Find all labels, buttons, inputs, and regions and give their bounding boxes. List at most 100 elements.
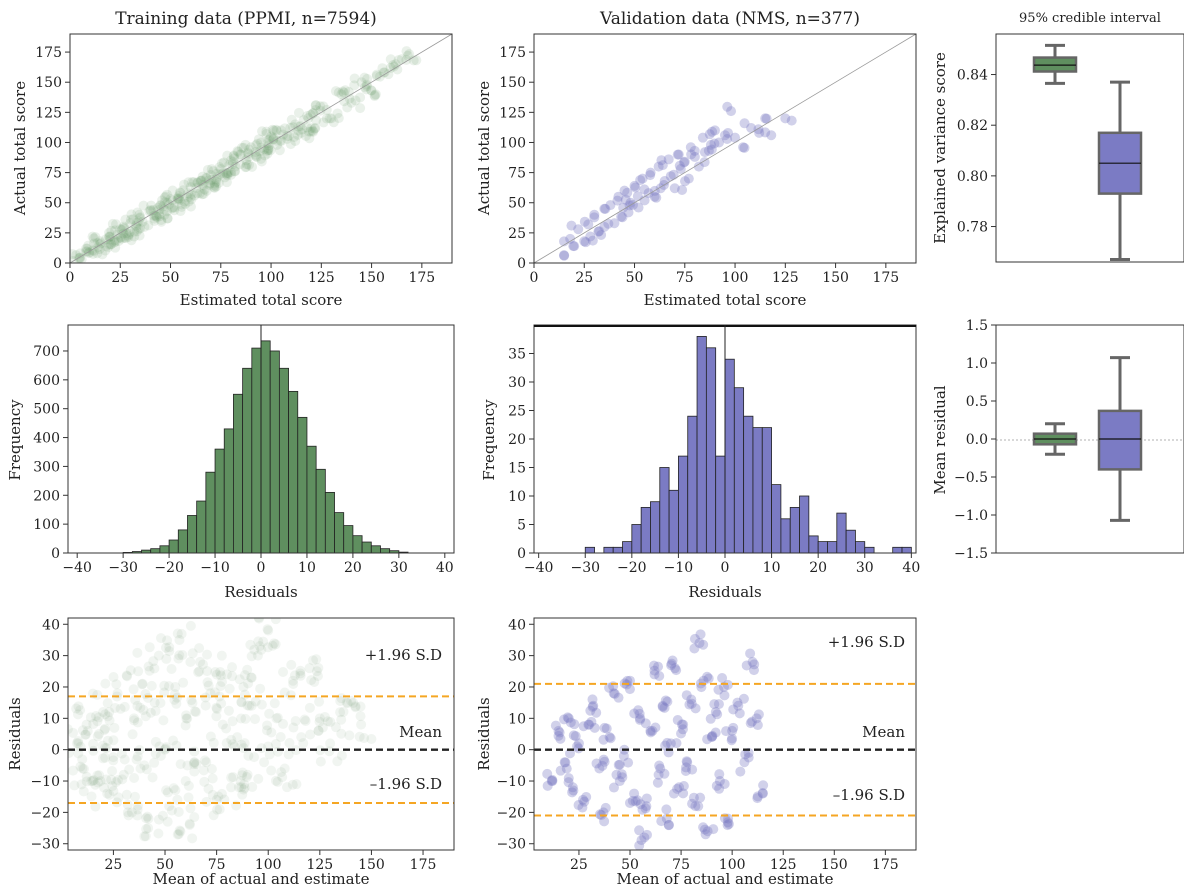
scatter-point [597,760,608,771]
train-ba-axes: 25 50 75 100 125 150 175 −30 −20 −10 0 10 20 30 40 [30,617,436,873]
scatter-point [695,629,706,640]
scatter-point [110,702,121,713]
scatter-point [224,683,235,694]
scatter-point [228,150,239,161]
scatter-point [105,239,116,250]
scatter-point [200,692,211,703]
scatter-point [310,100,321,111]
scatter-point [145,204,156,215]
scatter-point [270,639,281,650]
scatter-point [310,123,321,134]
scatter-point [299,714,310,725]
scatter-point [314,716,325,727]
scatter-point [199,184,210,195]
scatter-point [70,249,78,260]
scatter-point [314,696,325,707]
scatter-point [730,132,741,143]
histogram-bar [196,500,207,554]
scatter-point [112,775,123,786]
scatter-point [158,204,169,215]
histogram-bar [855,541,866,554]
train-ba-lower-label: –1.96 S.D [370,775,442,793]
scatter-point [148,656,159,667]
scatter-point [226,169,237,180]
scatter-point [578,721,589,732]
x-tick-label: 100 [258,270,285,286]
scatter-point [634,840,645,850]
scatter-point [700,829,711,840]
scatter-point [332,108,343,119]
scatter-point [276,125,287,136]
scatter-point [143,813,154,824]
scatter-point [183,177,194,188]
scatter-point [76,779,87,790]
scatter-point [702,671,713,682]
scatter-point [281,782,292,793]
valid-ba-lower-label: –1.96 S.D [833,786,905,804]
scatter-point [690,801,701,812]
scatter-point [278,718,289,729]
scatter-point [176,628,187,639]
scatter-point [665,171,676,182]
scatter-point [594,809,605,820]
scatter-point [411,55,422,66]
scatter-point [634,825,645,836]
scatter-point [580,237,591,248]
scatter-point [276,767,287,778]
mean-box-ylabel: Mean residual [931,385,949,494]
scatter-point [208,166,219,177]
scatter-point [710,727,721,738]
scatter-point [584,719,595,730]
scatter-point [569,719,580,730]
scatter-point [135,223,146,234]
scatter-point [123,232,134,243]
scatter-point [726,735,737,746]
scatter-point [623,207,634,218]
scatter-point [617,212,628,223]
y-tick-label: 30 [42,649,60,665]
scatter-point [166,203,177,214]
scatter-point [653,161,664,172]
histogram-bar [724,358,735,554]
x-tick-label: 20 [809,560,827,576]
train-ba-frame [67,617,455,851]
scatter-point [127,729,138,740]
scatter-point [722,820,733,831]
scatter-point [202,666,213,677]
scatter-point [129,713,140,724]
scatter-point [668,169,679,180]
scatter-point [634,714,645,725]
scatter-point [596,229,607,240]
train-hist-panel [122,340,409,554]
scatter-point [706,144,717,155]
scatter-point [126,209,137,220]
scatter-point [542,780,553,791]
scatter-point [302,122,313,133]
scatter-point [604,682,615,693]
scatter-point [605,733,616,744]
scatter-point [76,254,87,263]
scatter-point [309,676,320,687]
scatter-point [295,670,306,681]
train-ba-lines [68,695,454,804]
x-tick-label: 40 [902,560,920,576]
scatter-point [207,773,218,784]
scatter-point [346,696,357,707]
scatter-point [268,638,279,649]
scatter-point [119,232,130,243]
scatter-point [634,708,645,719]
scatter-point [119,223,130,234]
scatter-point [108,785,119,796]
scatter-point [107,781,118,792]
scatter-point [333,87,344,98]
scatter-point [614,759,625,770]
scatter-point [727,725,738,736]
scatter-point [336,714,347,725]
scatter-point [237,767,248,778]
scatter-point [187,833,198,844]
scatter-point [228,772,239,783]
scatter-point [160,191,171,202]
scatter-point [654,671,665,682]
scatter-point [688,792,699,803]
scatter-point [101,774,112,785]
